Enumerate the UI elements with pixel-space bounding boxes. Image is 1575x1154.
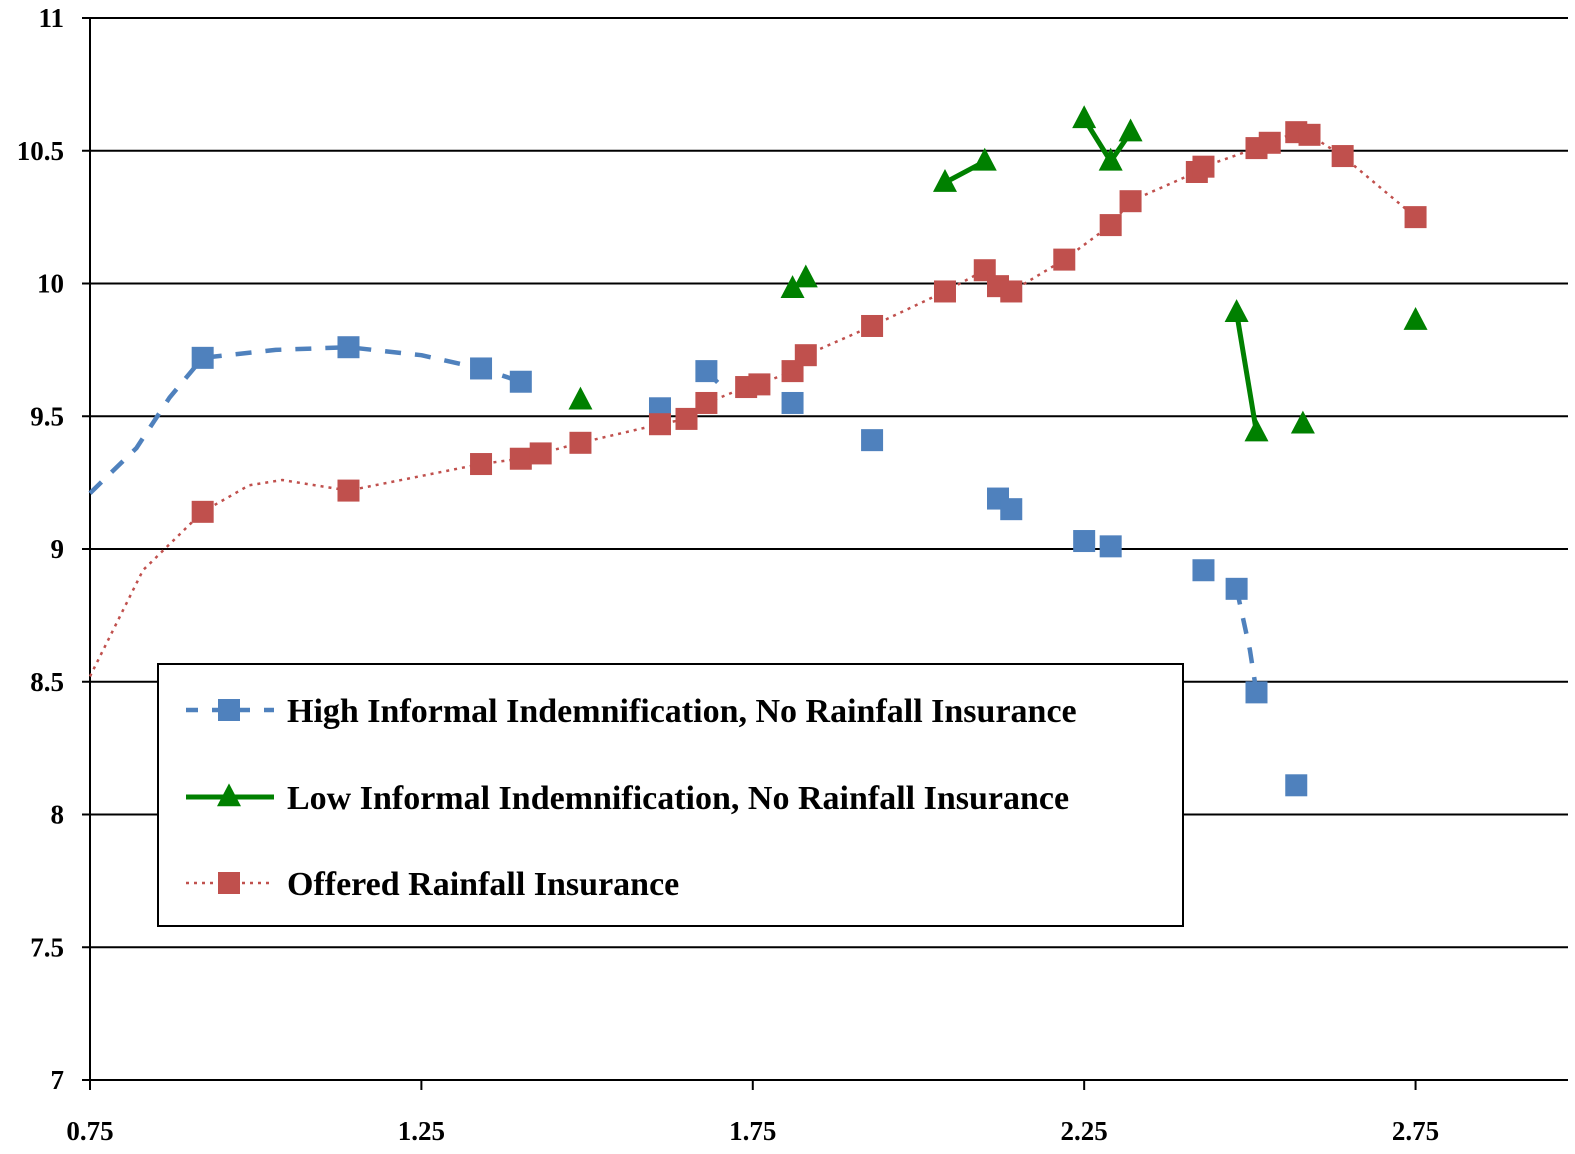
series-1-point-10 — [1290, 410, 1315, 434]
series-2-point-26 — [1298, 123, 1321, 146]
series-2-point-13 — [861, 314, 884, 337]
series-2-point-4 — [529, 442, 552, 465]
legend-box — [157, 663, 1184, 927]
y-tick-label-4: 9 — [51, 534, 65, 564]
legend-entry-2: Offered Rainfall Insurance — [186, 866, 679, 903]
series-1-point-8 — [1224, 299, 1249, 322]
series-0-point-15 — [1285, 774, 1308, 797]
legend: High Informal Indemnification, No Rainfa… — [157, 663, 1184, 927]
series-0-point-3 — [509, 370, 532, 393]
legend-entry-0: High Informal Indemnification, No Rainfa… — [186, 693, 1077, 730]
series-0-point-0 — [191, 346, 214, 369]
series-2-point-22 — [1192, 155, 1215, 178]
series-2-point-6 — [648, 413, 671, 436]
series-2 — [88, 121, 1427, 677]
series-2-point-3 — [509, 447, 532, 470]
series-2-point-1 — [337, 479, 360, 502]
series-2-point-7 — [675, 407, 698, 430]
series-2-point-19 — [1099, 214, 1122, 237]
legend-marker-2 — [218, 872, 240, 894]
series-0-point-12 — [1192, 559, 1215, 582]
y-tick-label-8: 11 — [38, 3, 64, 33]
y-tick-label-5: 9.5 — [30, 401, 64, 431]
series-2-line-0 — [88, 130, 1417, 677]
series-2-point-20 — [1119, 190, 1142, 213]
legend-label-0: High Informal Indemnification, No Rainfa… — [287, 693, 1077, 730]
series-0-point-6 — [781, 391, 804, 414]
series-0 — [88, 336, 1308, 797]
y-tick-label-7: 10.5 — [17, 136, 64, 166]
series-0-point-9 — [1000, 498, 1023, 521]
legend-entry-1: Low Informal Indemnification, No Rainfal… — [186, 780, 1069, 817]
series-0-point-11 — [1099, 535, 1122, 558]
series-2-point-27 — [1331, 145, 1354, 168]
y-tick-label-2: 8 — [51, 800, 65, 830]
series-1-point-5 — [1072, 105, 1097, 129]
y-tick-label-6: 10 — [37, 269, 64, 299]
series-0-point-5 — [695, 360, 718, 383]
x-tick-label-1: 1.25 — [398, 1116, 445, 1146]
series-2-point-17 — [1000, 280, 1023, 303]
series-0-point-7 — [861, 429, 884, 452]
series-2-point-8 — [695, 391, 718, 414]
series-1-point-6 — [1098, 147, 1123, 171]
series-2-point-28 — [1404, 206, 1427, 229]
series-1-point-4 — [972, 147, 997, 171]
series-2-point-18 — [1053, 248, 1076, 271]
series-0-line-2 — [1234, 588, 1259, 693]
y-tick-label-0: 7 — [51, 1065, 65, 1095]
series-1-point-11 — [1403, 307, 1428, 330]
legend-marker-0 — [218, 699, 240, 721]
x-tick-label-4: 2.75 — [1392, 1116, 1439, 1146]
y-tick-label-3: 8.5 — [30, 667, 64, 697]
series-1-point-9 — [1244, 418, 1269, 442]
series-1-point-7 — [1118, 118, 1143, 142]
series-0-point-10 — [1073, 530, 1096, 553]
series-0-point-2 — [470, 357, 493, 380]
series-2-point-5 — [569, 431, 592, 454]
axes: 7 7.5 8 8.5 9 9.5 10 10.5 11 0.75 1.25 1.75 2.25 2.75 — [17, 3, 1568, 1146]
series-1-point-2 — [793, 264, 818, 288]
series-0-point-13 — [1225, 577, 1248, 600]
series-1-point-1 — [780, 275, 805, 299]
legend-marker-1 — [217, 783, 241, 807]
series-2-point-2 — [470, 453, 493, 476]
series-1-line-2 — [1234, 312, 1259, 433]
series-2-point-24 — [1258, 131, 1281, 154]
y-tick-label-1: 7.5 — [30, 932, 64, 962]
series-2-point-14 — [933, 280, 956, 303]
series-layer — [88, 105, 1428, 797]
series-2-point-12 — [794, 344, 817, 367]
x-tick-label-3: 2.25 — [1061, 1116, 1108, 1146]
series-0-point-14 — [1245, 681, 1268, 704]
series-2-point-10 — [748, 373, 771, 396]
x-tick-label-0: 0.75 — [66, 1116, 113, 1146]
series-0-line-0 — [88, 344, 522, 495]
series-2-point-0 — [191, 500, 214, 523]
legend-label-1: Low Informal Indemnification, No Rainfal… — [287, 780, 1069, 817]
series-1-point-3 — [932, 168, 957, 192]
legend-label-2: Offered Rainfall Insurance — [287, 866, 679, 903]
series-0-point-1 — [337, 336, 360, 359]
series-1 — [568, 105, 1428, 442]
x-tick-label-2: 1.75 — [729, 1116, 776, 1146]
series-1-point-0 — [568, 386, 593, 410]
